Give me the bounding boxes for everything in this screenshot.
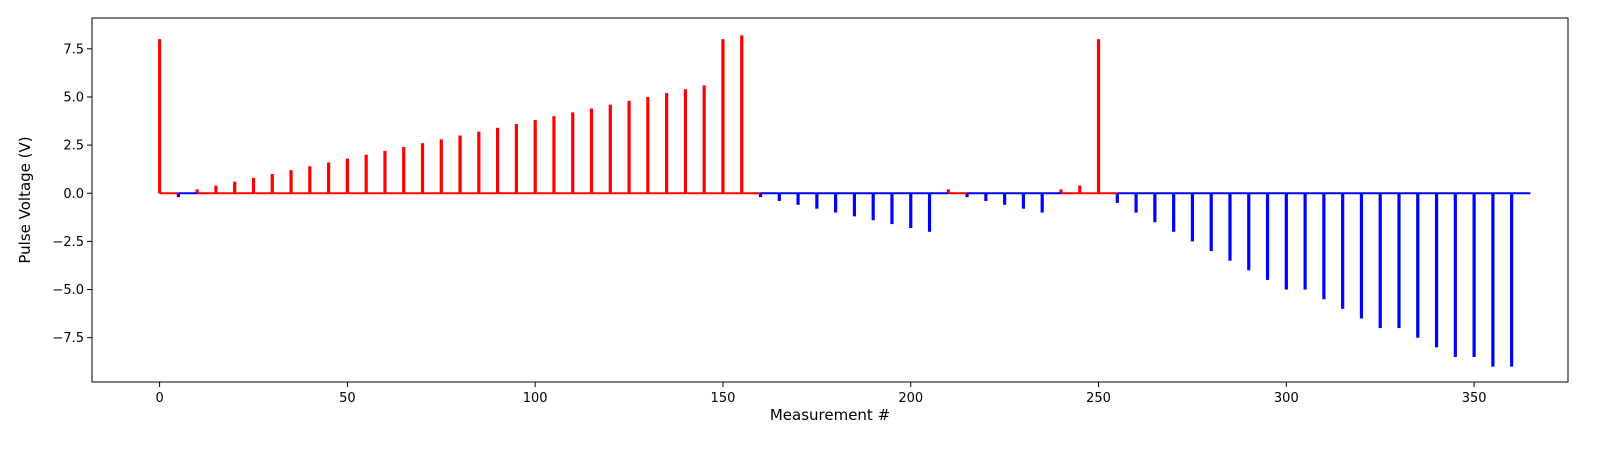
bar <box>1397 193 1401 329</box>
bar <box>402 147 406 194</box>
x-tick-label: 100 <box>523 391 548 406</box>
bar <box>965 193 969 198</box>
bar <box>514 123 518 194</box>
bar <box>1153 193 1157 223</box>
bar <box>439 139 443 194</box>
bar <box>589 108 594 194</box>
bar <box>1491 193 1495 367</box>
bar <box>852 193 857 217</box>
y-tick-label: 7.5 <box>63 42 84 57</box>
x-tick-label: 300 <box>1274 391 1299 406</box>
bar <box>327 162 331 194</box>
x-axis-ticks: 0 50 100 150 200 250 300 350 <box>155 382 1487 406</box>
bar <box>796 193 800 205</box>
y-tick-label: 0.0 <box>63 187 84 202</box>
bar <box>1209 193 1213 252</box>
y-tick-label: −7.5 <box>52 331 84 346</box>
bar <box>308 166 312 194</box>
bar <box>1303 193 1307 290</box>
bar <box>834 193 838 213</box>
bar <box>740 35 744 194</box>
y-tick-label: 5.0 <box>63 90 84 105</box>
bar <box>1040 193 1044 213</box>
bar <box>1453 193 1457 357</box>
bar <box>1190 193 1195 242</box>
bar <box>1096 39 1101 194</box>
x-tick-label: 250 <box>1086 391 1111 406</box>
bar <box>1472 193 1476 357</box>
bar <box>1134 193 1138 213</box>
bar <box>627 100 631 194</box>
bar <box>251 177 256 194</box>
bar <box>1434 193 1439 348</box>
x-tick-label: 200 <box>898 391 923 406</box>
y-tick-label: −5.0 <box>52 283 84 298</box>
bar <box>871 193 875 221</box>
bar <box>571 112 575 194</box>
bar <box>777 193 781 201</box>
bar <box>665 93 669 194</box>
bar <box>477 131 481 194</box>
bar <box>383 150 387 194</box>
x-tick-label: 350 <box>1462 391 1487 406</box>
x-axis-label: Measurement # <box>770 406 890 424</box>
bar <box>214 185 218 194</box>
bar <box>552 116 556 194</box>
bar <box>1510 193 1514 367</box>
bar <box>1003 193 1007 205</box>
bar <box>496 127 500 194</box>
plot-frame <box>91 17 1569 383</box>
bar <box>158 39 162 194</box>
bar <box>1322 193 1326 300</box>
bar <box>420 143 425 194</box>
bar <box>909 193 913 228</box>
bar <box>1228 193 1232 261</box>
bar <box>1416 193 1420 338</box>
bar <box>758 193 763 198</box>
bar <box>1359 193 1364 319</box>
x-tick-label: 150 <box>711 391 736 406</box>
x-tick-label: 50 <box>339 391 356 406</box>
bar-series <box>158 35 1514 367</box>
y-tick-label: 2.5 <box>63 139 84 154</box>
bar <box>702 85 706 194</box>
bar <box>927 193 932 232</box>
bar <box>815 193 819 209</box>
bar <box>946 189 950 194</box>
bar <box>1284 193 1288 290</box>
bar <box>195 189 199 194</box>
bar <box>646 96 650 194</box>
bar <box>364 154 368 194</box>
bar <box>1378 193 1382 329</box>
bar <box>289 170 293 194</box>
y-tick-label: −2.5 <box>52 235 84 250</box>
bar <box>1172 193 1176 232</box>
bar <box>890 193 894 225</box>
bar <box>233 181 237 194</box>
bar <box>984 193 988 201</box>
bar <box>176 193 180 198</box>
bar <box>683 89 687 194</box>
bar <box>1021 193 1026 209</box>
bar <box>608 104 612 194</box>
bar <box>1078 185 1082 194</box>
bar <box>345 158 349 194</box>
bar <box>1265 193 1270 280</box>
bar <box>1059 189 1063 194</box>
x-tick-label: 0 <box>155 391 163 406</box>
bar <box>270 174 274 194</box>
bar <box>458 135 462 194</box>
y-axis-ticks: −7.5 −5.0 −2.5 0.0 2.5 5.0 7.5 <box>52 42 92 346</box>
bar <box>533 120 537 194</box>
bar <box>1115 193 1119 203</box>
bar <box>1341 193 1345 309</box>
bar <box>721 39 725 194</box>
bar <box>1247 193 1251 271</box>
y-axis-label: Pulse Voltage (V) <box>16 136 34 263</box>
